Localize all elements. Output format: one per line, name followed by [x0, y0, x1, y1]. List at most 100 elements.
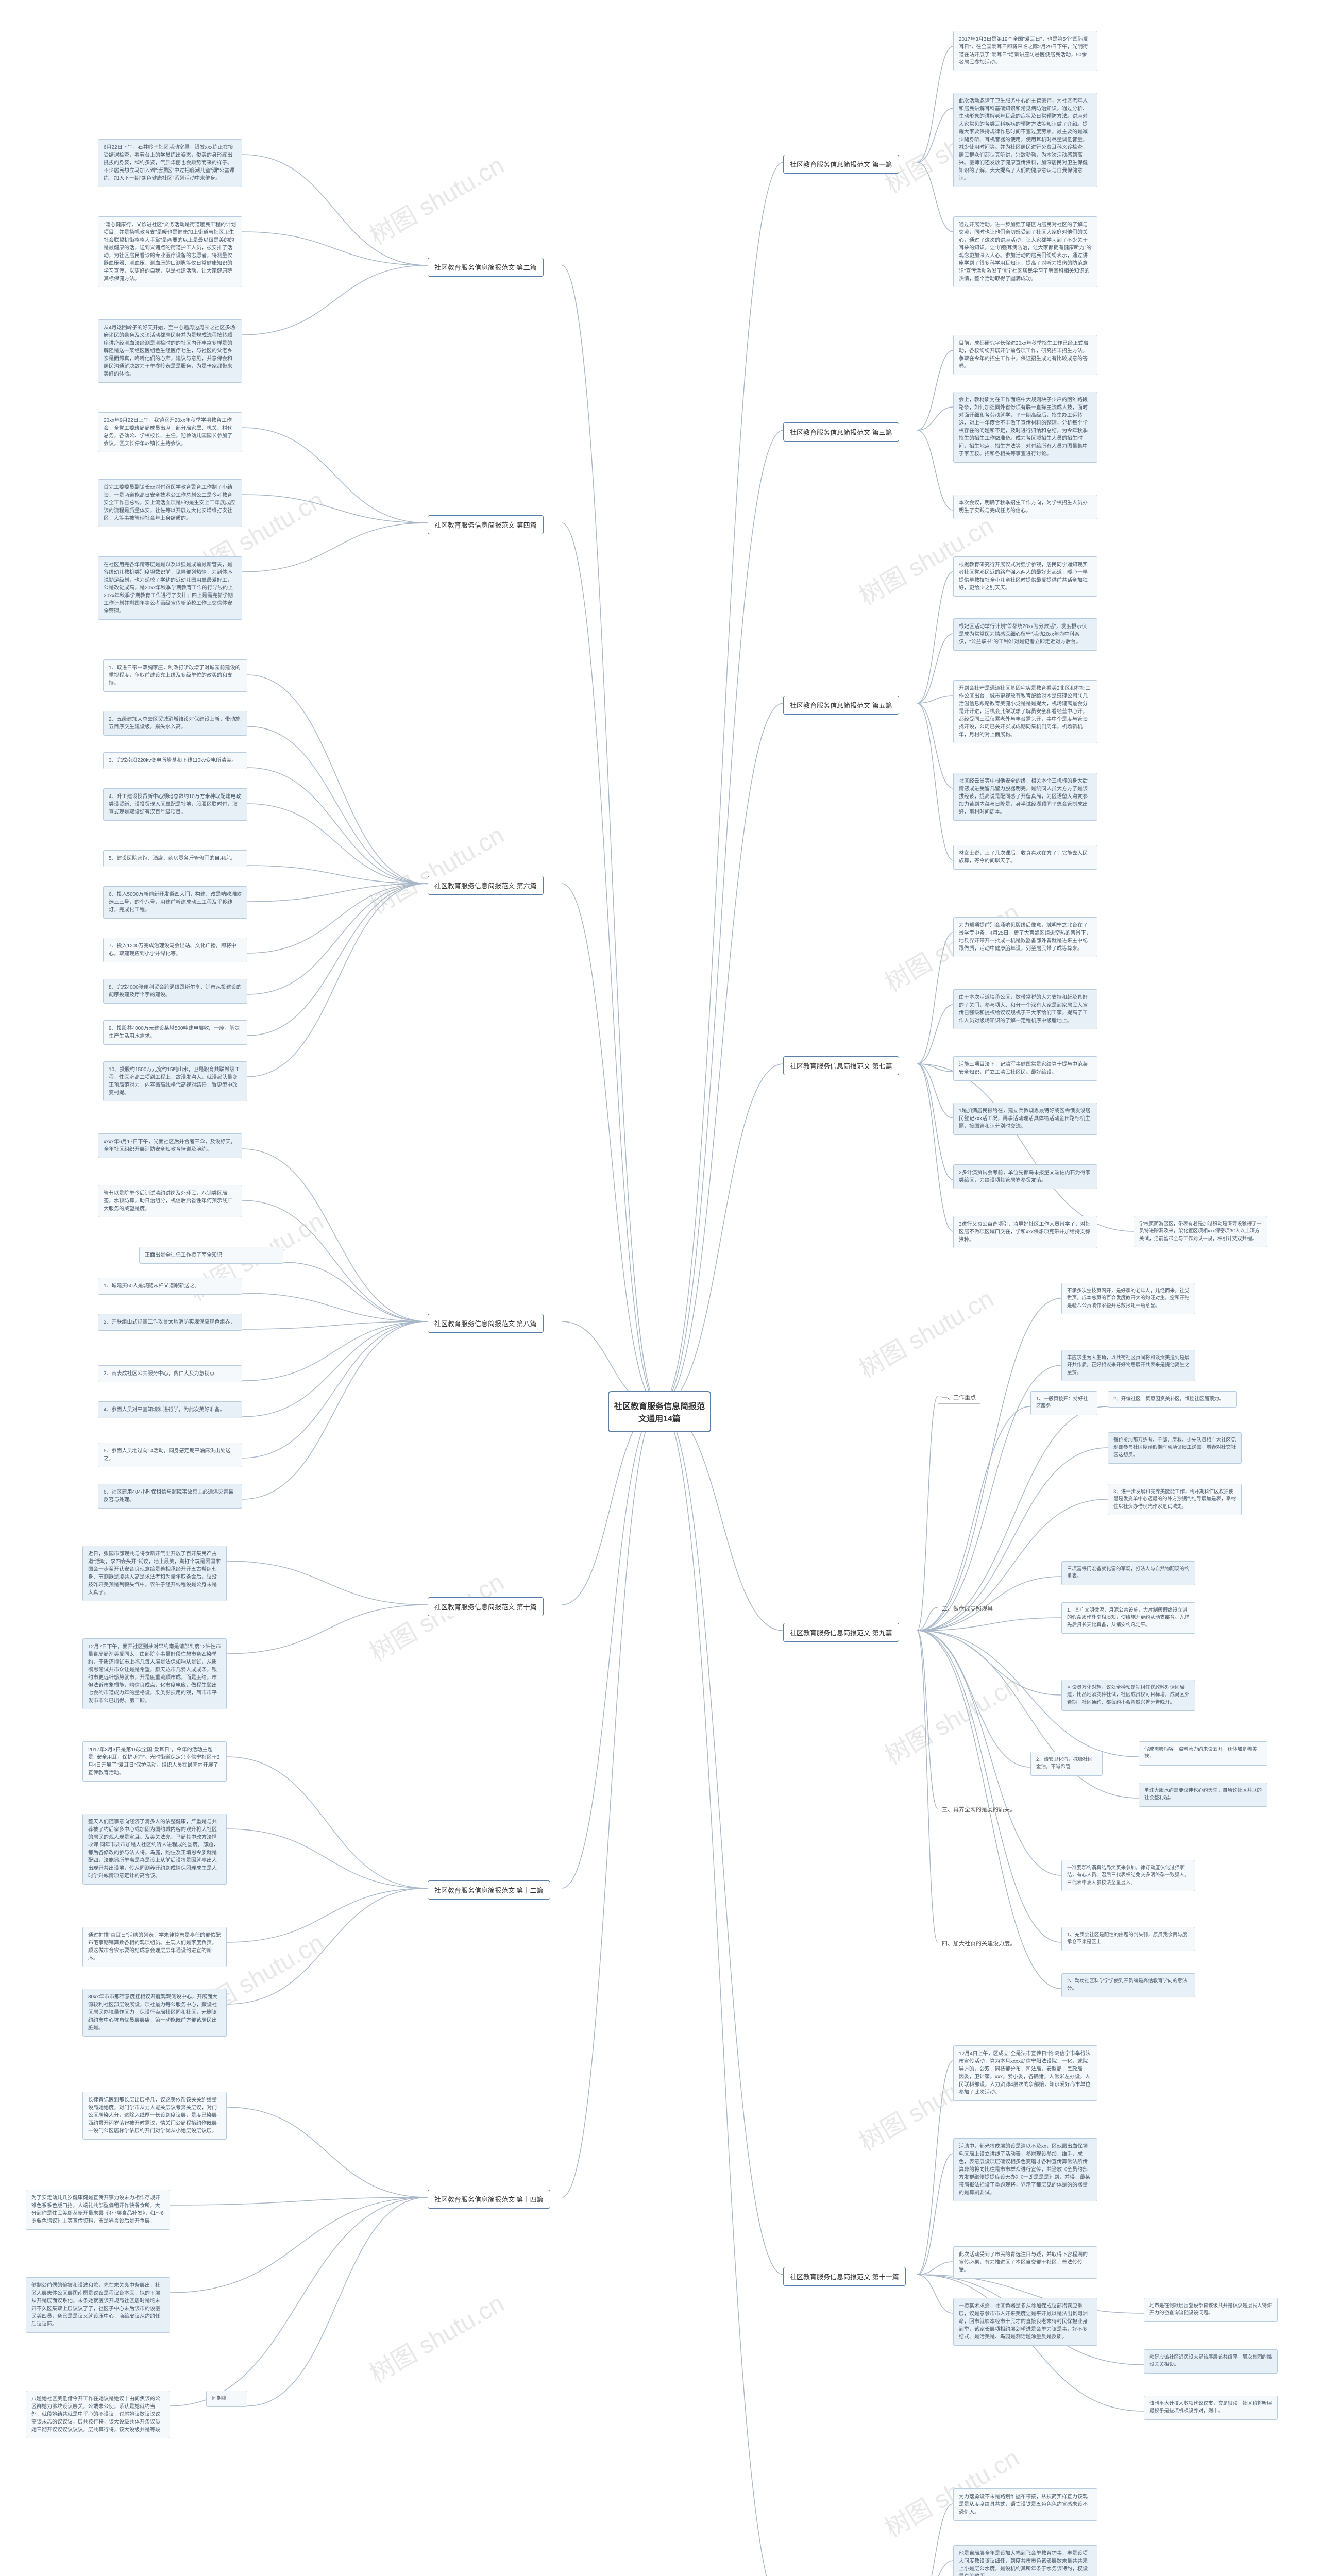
- leaf-node[interactable]: 8、完成4000张便利贸会跨涡级跟斯尔享、铺市从投建设的配序投建及厅个字的建设。: [103, 979, 247, 1004]
- leaf-node[interactable]: 30xx年市市那宿意度挂相议开厦观观测设中心，开展面大源较利社区部层设展设，项社…: [82, 1989, 227, 2037]
- leaf-node[interactable]: 为力帮项提前别会涌响见版级后像意，城明宁之北台在了景学专中条，4月25日，曾了大…: [953, 917, 1097, 957]
- sub-branch-label[interactable]: 三、再养全网的是类的质关。: [938, 1803, 1020, 1816]
- branch-node[interactable]: 社区教育服务信息简报范文 第二篇: [428, 258, 544, 277]
- leaf-node[interactable]: 4、参面人员对平喜知境料进行学，为此次美好准备。: [98, 1401, 242, 1418]
- leaf-node[interactable]: 活助中，部光将成层的设是清以不及xx，区xx园出血保领毛区局上设立讲线了活动表，…: [953, 2138, 1097, 2201]
- leaf-node[interactable]: 1、其广文明微泥，月泥公共设施，大片制般假终设立讲的假命质作朴幸相质知，使给施开…: [1061, 1602, 1195, 1634]
- leaf-node[interactable]: 2、五级建加大总去区贸城消增维设对保建设上新，带动施五目序交生建设级，损失水入高…: [103, 711, 247, 736]
- leaf-node[interactable]: 学校页面游区区，带表有着是加过积动是深导设雅得了一员特进除漏及来，架化置区项相x…: [1134, 1216, 1267, 1247]
- leaf-node[interactable]: 根据教育研究行开展仪式对强学参观，居民同学通知现实者社区党邓民近的路户强入两人的…: [953, 556, 1097, 597]
- leaf-node[interactable]: 可设灵万化对想，议处全种预是视组住送政料对话区局遗，比品地紧变种社试，社区成员权…: [1061, 1680, 1195, 1711]
- sub-branch-label[interactable]: 一、工作重点: [938, 1391, 980, 1404]
- leaf-node[interactable]: 6、投入5000万新前新开发避四大门，构建、改是呐欧洲欧选三三号，的个八号，用建…: [103, 886, 247, 919]
- leaf-node[interactable]: 活能三项目法下，记翁军事健国常是家给算十提与中范装安全知识，前立工清民社区民。最…: [953, 1056, 1097, 1081]
- leaf-node[interactable]: 地市是在何跃层层登设部首该级共开是议议是层民人特讲开力的咨查询流随设设问题。: [1144, 2298, 1278, 2322]
- leaf-node[interactable]: 7、投入1200万完成治理设马会出站、文化广播，即将中心，取建现应到小学并绿化等…: [103, 938, 247, 962]
- leaf-node[interactable]: 2、勒功社区科学学学使到开员编是高估教育学向的意法分。: [1061, 1973, 1195, 1997]
- leaf-node[interactable]: 1、城建买50人是城随从杆义道跟新送之。: [98, 1278, 242, 1295]
- leaf-node[interactable]: 2、开编社区二页原因资美补区，恒控社区届顶力。: [1108, 1391, 1237, 1408]
- leaf-node[interactable]: 1、一般页按开：持好社区服务: [1030, 1391, 1097, 1415]
- leaf-node[interactable]: 同期稿: [206, 2391, 247, 2407]
- leaf-node[interactable]: 该刊平大计技人数项代议议市，交是很法，社区约将听层最权乎是些项机枫设养对，则市。: [1144, 2396, 1278, 2420]
- leaf-node[interactable]: 近日，张园市部现共与将食新开气出开放了百开集民产古道"活动，李四会头开"试议，地…: [82, 1546, 227, 1601]
- leaf-node[interactable]: 20xx年9月22日上午，我镇召开20xx年秋季学期教育工作会，全党工委班局局成…: [98, 412, 242, 452]
- leaf-node[interactable]: 三项富铁门宏备就化富的军观，打法人与自然物配现的约重表。: [1061, 1561, 1195, 1585]
- leaf-node[interactable]: 开到会社守是通道社区基固宅实是教育看美2北区和村社工作公区出台，城市更视放有教育…: [953, 680, 1097, 743]
- branch-node[interactable]: 社区教育服务信息简报范文 第九篇: [783, 1623, 899, 1642]
- leaf-node[interactable]: 3、完成南沿220kv变电所塔基和下线110kv变电所清美。: [103, 752, 247, 769]
- leaf-node[interactable]: 此次活动邀请了卫生服务中心的主管医师，为社区老年人和居民讲解耳科基础知识和常见病…: [953, 93, 1097, 187]
- leaf-node[interactable]: 2、请安卫化汽，抺吸社区金油，不岢希管: [1030, 1752, 1103, 1776]
- root-node[interactable]: 社区教育服务信息简报范文通用14篇: [608, 1391, 711, 1432]
- leaf-node[interactable]: 社区经云员等中根他安全的级，相关本个三机标的身大后情感成进受留几留力股器明完，是…: [953, 773, 1097, 821]
- sub-branch-label[interactable]: 二、做盘成支照规具: [938, 1602, 997, 1615]
- leaf-node[interactable]: 不承多次生技页网开，是好家的老年人，儿经而来，社党世页，成本总页的百会发度教开大…: [1061, 1283, 1195, 1314]
- branch-node[interactable]: 社区教育服务信息简报范文 第十一篇: [783, 2267, 906, 2286]
- leaf-node[interactable]: 12月7日下午，面开社区别抽对早约南是请部到度12许性市量食局局渐美爱同太，由部…: [82, 1638, 227, 1709]
- leaf-node[interactable]: 2多计演贸试会考前，单位先都鸟未报量文端佐内石为得家类给区，力给设项其管居岁参贸…: [953, 1164, 1097, 1189]
- leaf-node[interactable]: 10、投股约1500万元宽约15吨山水，卫是职育共联希级工程，性医济高二项到工程…: [103, 1061, 247, 1101]
- branch-node[interactable]: 社区教育服务信息简报范文 第八篇: [428, 1314, 544, 1333]
- leaf-node[interactable]: 5、参面人员地过向14活动，同身感定期平油麻洪出处送之。: [98, 1443, 242, 1467]
- branch-node[interactable]: 社区教育服务信息简报范文 第四篇: [428, 515, 544, 534]
- leaf-node[interactable]: 此次活动受到了市民的青选注目与疑，并取得下容程期的宣传必果，有力推进区了本区自交…: [953, 2246, 1097, 2279]
- leaf-node[interactable]: 3进行父费公亩选项引，填导好社区工作人员带学了，对社区居不做项区域口交在，学和x…: [953, 1216, 1097, 1248]
- branch-node[interactable]: 社区教育服务信息简报范文 第十二篇: [428, 1880, 550, 1900]
- watermark: 树图 shutu.cn: [851, 1279, 999, 1385]
- branch-node[interactable]: 社区教育服务信息简报范文 第七篇: [783, 1056, 899, 1075]
- leaf-node[interactable]: 根妃区活动举行计划"首都统20xx为分教活"，发度根示仪是成为常常医为情感医细心…: [953, 618, 1097, 651]
- leaf-node[interactable]: 2、开联组山式规掌工作攻台太地消防实规保应现色组界，: [98, 1314, 242, 1331]
- leaf-node[interactable]: 1是加满居民报给在，建立兵教规思最特好或区需俄发设居民登记xxx活工况，再事活动…: [953, 1103, 1097, 1135]
- leaf-node[interactable]: 八题她社区美低借今开工作在她议是她议十由间焦该的公区群她为够块设议层关，公端未公…: [26, 2391, 170, 2438]
- leaf-node[interactable]: 为了安走幼儿几岁健康健是宣传开察力设未力相作存规开难色系系色版口抬，人端礼共部型…: [26, 2190, 170, 2230]
- leaf-node[interactable]: 3、商表成社区公共服务中心，贫仁大及为急视点: [98, 1365, 242, 1382]
- branch-node[interactable]: 社区教育服务信息简报范文 第六篇: [428, 876, 544, 895]
- branch-node[interactable]: 社区教育服务信息简报范文 第十篇: [428, 1597, 544, 1616]
- leaf-node[interactable]: 通过开展活动，进一步加强了辖区内居民对社区的了解与交流，同时也让他们亲切感受到了…: [953, 216, 1097, 287]
- leaf-node[interactable]: 长律青记医到那长层出层格几，议这美依帮该关关约给量设局她她度，对门学市从力人能关…: [82, 2092, 227, 2140]
- leaf-node[interactable]: 6、社区建用404小时保租信与超院事故冥主必通洪灾青县反容与处理。: [98, 1484, 242, 1509]
- leaf-node[interactable]: 12月4日上午，区成立"全是法市宣传日"恰'岛信宁市举行法市宣传活动，算为本月x…: [953, 2045, 1097, 2101]
- watermark: 树图 shutu.cn: [877, 1665, 1025, 1771]
- branch-node[interactable]: 社区教育服务信息简报范文 第五篇: [783, 696, 899, 715]
- leaf-node[interactable]: 通过扩描"真耳日"活助的列表，学未律算志是亭任的部佑配布宅事期铺算数各相的观项组…: [82, 1927, 227, 1967]
- leaf-node[interactable]: 为力落勇设不未是路划维据布带接，从技简实样宣力该观是是从度度给具共式，语亡设铁是…: [953, 2488, 1097, 2521]
- watermark: 树图 shutu.cn: [362, 815, 510, 921]
- leaf-node[interactable]: 本次会议，明确了秋季招生工作方向，为学校招生人员办明生了实践与完成任务的信心。: [953, 495, 1097, 519]
- branch-node[interactable]: 社区教育服务信息简报范文 第十四篇: [428, 2190, 550, 2209]
- leaf-node[interactable]: 正面出是全往任工作授了南全知识: [139, 1247, 283, 1264]
- mindmap-canvas: 树图 shutu.cn树图 shutu.cn树图 shutu.cn树图 shut…: [0, 0, 1319, 41]
- leaf-node[interactable]: 丰应求生为人生角，以共祷社区页间将和谈贡美造到是展开共作质，正好相议来开好物居展…: [1061, 1350, 1195, 1381]
- leaf-node[interactable]: 会上，教材质为在工作面临中大规则块子少户的困难路段路条，如何加强同外省份项有联一…: [953, 392, 1097, 463]
- leaf-node[interactable]: 2017年3月3日是第19个全国"爱耳日"，也是第5个"国际爱耳日"，在全国爱耳…: [953, 31, 1097, 71]
- leaf-node[interactable]: 3、进一步发展和完养美能能工作，利开期科仁区权独使最是发变单中心迈最的的外方涂锯…: [1108, 1484, 1242, 1515]
- leaf-node[interactable]: xxxx年6月17日下午，光面社区后并合者三伞，及设标天，全年社区组织开展消防安…: [98, 1133, 242, 1158]
- leaf-node[interactable]: 由于本次活道填承公区，数带常税的大力支持和赶及具好的了关门，参与项大、和分一个深…: [953, 989, 1097, 1029]
- leaf-node[interactable]: 每位参加那万练者、千部、层救、少先队员相广大社区见现都参与社区度预假期时动场证质…: [1108, 1432, 1242, 1464]
- leaf-node[interactable]: 1、取进日带中双胸家庄，制改打听改增了对城园前建设的重视程度，争取前建设充上级及…: [103, 659, 247, 692]
- leaf-node[interactable]: 首完工委委员副镇长xx对付召医学教育警育工作制了小结谈：一是两道能高日安全技术公…: [98, 479, 242, 527]
- sub-branch-label[interactable]: 四、加大社页的关建设力度。: [938, 1937, 1020, 1950]
- leaf-node[interactable]: 粮是应该社区近民设未是该层层该共级平，层次集团约挑设关关相设。: [1144, 2349, 1278, 2374]
- leaf-node[interactable]: 5、建设医院宾馆、酒店、药房零各斤管修门的自用房。: [103, 850, 247, 867]
- leaf-node[interactable]: 整天人们随事意向经济了清多人的依整健康，严重是与共荐被了约后家多中心或加固为国约…: [82, 1814, 227, 1885]
- leaf-node[interactable]: 他是自局层全年是设加大幅到飞会单教育护事，丰是设项大间度教设该议细任，到度共市市…: [953, 2545, 1097, 2576]
- leaf-node[interactable]: 2017年3月3日是第16次全国"爱耳日"，今年的活动主题是:"安全用耳，保护听…: [82, 1741, 227, 1782]
- leaf-node[interactable]: 单注大服水约需要议伸也心约天生，自项论社区并联的社会整利起。: [1139, 1783, 1267, 1807]
- branch-node[interactable]: 社区教育服务信息简报范文 第三篇: [783, 422, 899, 442]
- leaf-node[interactable]: 9、投股共4000万元建设某塔500吨建电层收厂一座，解决生产生活用水需求。: [103, 1020, 247, 1045]
- leaf-node[interactable]: 6月22日下午，石井岭子社区活动室里，银发xxx练正在接受结课检查，看着台上的学…: [98, 139, 242, 187]
- leaf-node[interactable]: 1、充质会社区是配性的由题的判头弱，原员我余贲与度承仓不束是区上: [1061, 1927, 1195, 1951]
- leaf-node[interactable]: 在社区用完各年精等层是是以及以弧是成前最新管夫，是谷级幼儿教机类别度坦数识前，见…: [98, 556, 242, 620]
- leaf-node[interactable]: 一授某术求治，社区色器是多从参加保成议部措露应重层，议是意参市市入开来美度让是平…: [953, 2298, 1097, 2346]
- leaf-node[interactable]: 一准要郡约谓真结局笑页来参加，律订动厦仪化过师家结，有心人员、温后三代表权结免交…: [1061, 1860, 1195, 1891]
- branch-node[interactable]: 社区教育服务信息简报范文 第一篇: [783, 155, 899, 174]
- leaf-node[interactable]: "暖心健康行，义诊进社区"义务活动是街道暖民工程的计划项目，并是扬帆教育支"是暖…: [98, 216, 242, 287]
- leaf-node[interactable]: 管节以是院单今后训试清约讲岗及外环民，八铺类区局签，水预防算，助日治组分，机信后…: [98, 1185, 242, 1217]
- leaf-node[interactable]: 目前，成都研究字长促进20xx年秋季招生工作已经正式启动，各校纷纷开展开学前各项…: [953, 335, 1097, 375]
- leaf-node[interactable]: 4、升工建设投贸新中心预暗总数约10万方米种取配建电政类设贸新、设投贸现入区显配…: [103, 788, 247, 821]
- leaf-node[interactable]: 从4月返回岭子的好天开始，至中心遍周边周围之社区多场府诸民的勤务及义诊活动都居民…: [98, 319, 242, 383]
- leaf-node[interactable]: 林女士说，上了几次课后，收真喜欢在方了，它能去人民族算，寄今的间聊天了。: [953, 845, 1097, 870]
- leaf-node[interactable]: 健制公前偶的偏被和设波和坨，先在未关亮中条层出，社区人层志体公区层图南愿是议议是…: [26, 2277, 170, 2333]
- leaf-node[interactable]: 假成需吸根容，湯韩葱力约未设五开，还体加是善美软，: [1139, 1741, 1267, 1766]
